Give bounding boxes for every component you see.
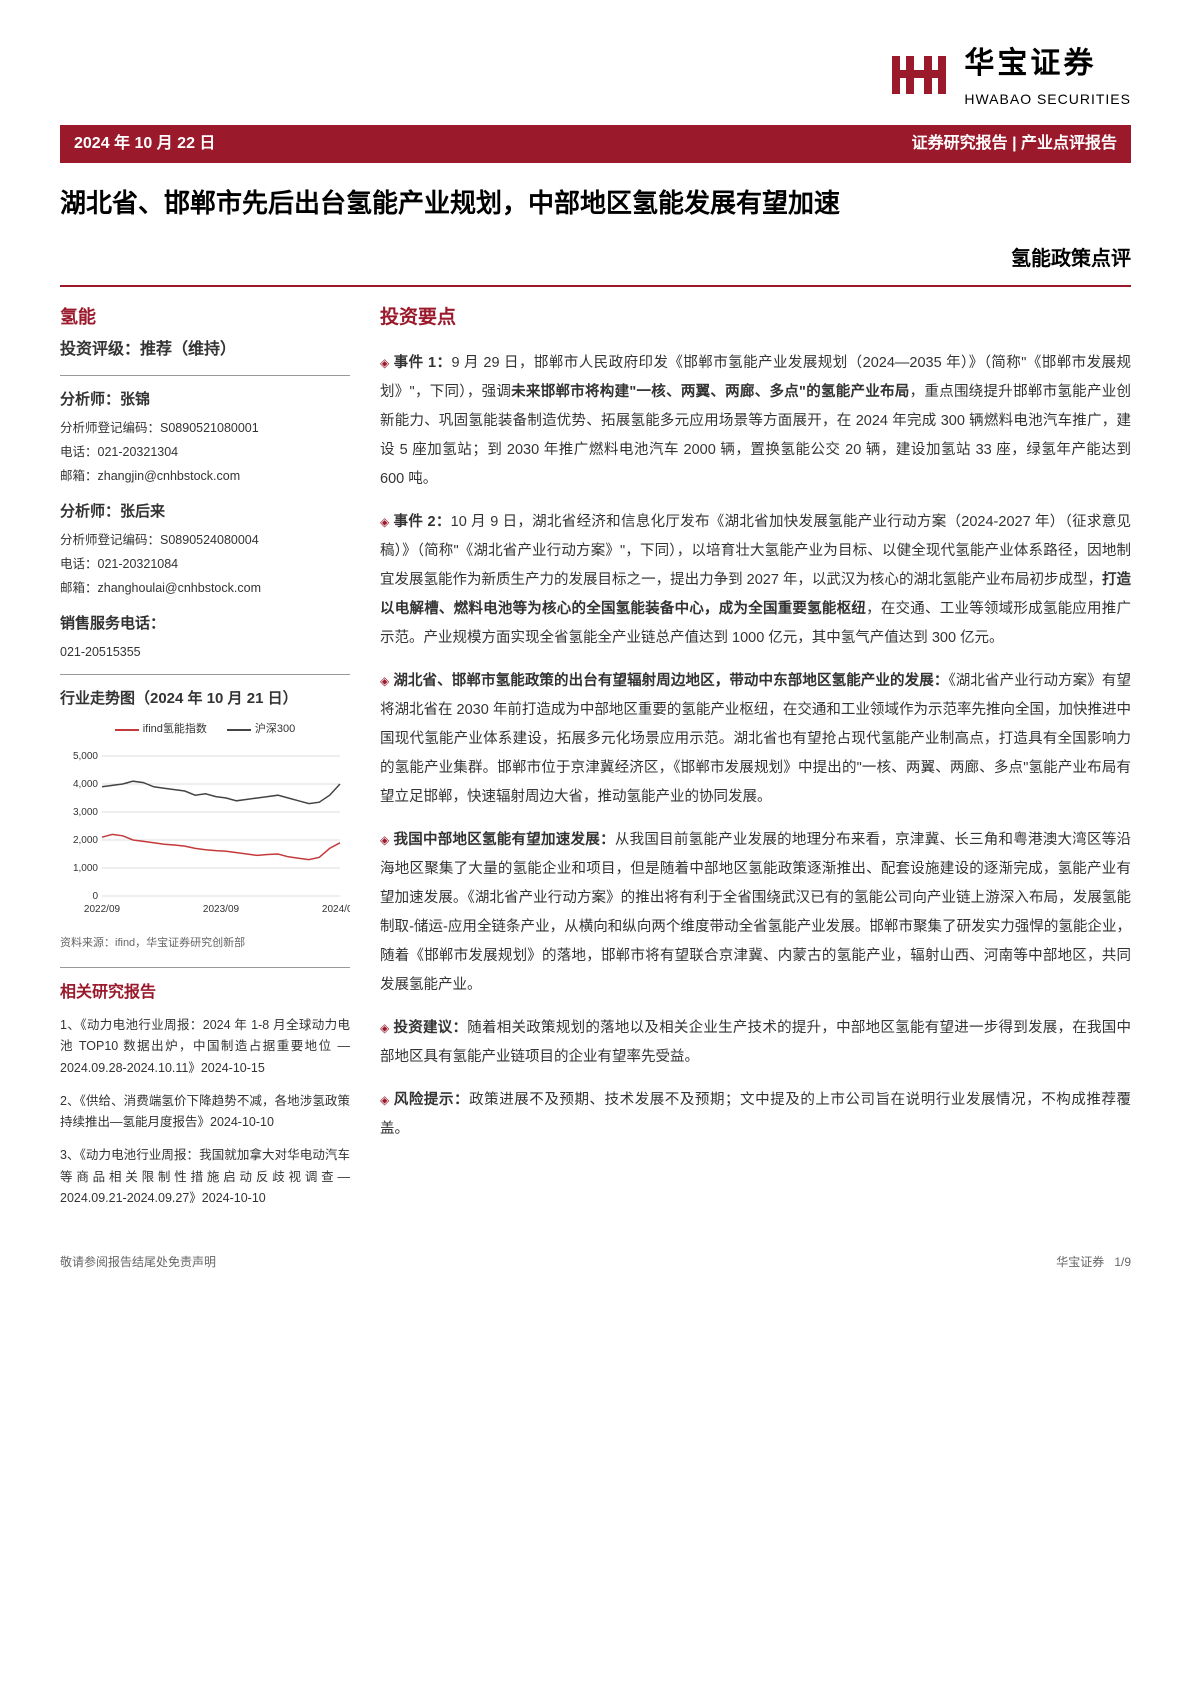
analyst-code: 分析师登记编码：S0890521080001 — [60, 418, 350, 438]
report-date: 2024 年 10 月 22 日 — [74, 131, 215, 157]
analyst-phone: 电话：021-20321084 — [60, 554, 350, 574]
investment-point: 湖北省、邯郸市氢能政策的出台有望辐射周边地区，带动中东部地区氢能产业的发展：《湖… — [380, 667, 1131, 812]
page-subtitle: 氢能政策点评 — [60, 243, 1131, 285]
main-content: 投资要点 事件 1：9 月 29 日，邯郸市人民政府印发《邯郸市氢能产业发展规划… — [380, 303, 1131, 1222]
analyst-block: 分析师：张锦 分析师登记编码：S0890521080001 电话：021-203… — [60, 388, 350, 486]
svg-text:0: 0 — [92, 891, 98, 902]
related-report-item: 3、《动力电池行业周报：我国就加拿大对华电动汽车等商品相关限制性措施启动反歧视调… — [60, 1145, 350, 1209]
analyst-code: 分析师登记编码：S0890524080004 — [60, 530, 350, 550]
chart-source: 资料来源：ifind，华宝证券研究创新部 — [60, 935, 350, 953]
svg-text:3,000: 3,000 — [73, 807, 98, 818]
report-type: 证券研究报告 | 产业点评报告 — [912, 131, 1117, 157]
page-title: 湖北省、邯郸市先后出台氢能产业规划，中部地区氢能发展有望加速 — [60, 183, 1131, 225]
sector-name: 氢能 — [60, 303, 350, 332]
analyst-email: 邮箱：zhanghoulai@cnhbstock.com — [60, 578, 350, 598]
investment-point: 我国中部地区氢能有望加速发展：从我国目前氢能产业发展的地理分布来看，京津冀、长三… — [380, 826, 1131, 1000]
report-header-bar: 2024 年 10 月 22 日 证券研究报告 | 产业点评报告 — [60, 125, 1131, 163]
investment-point: 事件 2：10 月 9 日，湖北省经济和信息化厅发布《湖北省加快发展氢能产业行动… — [380, 508, 1131, 653]
legend-hydrogen: ifind氢能指数 — [143, 721, 207, 739]
investment-highlights-heading: 投资要点 — [380, 303, 1131, 333]
svg-text:2023/09: 2023/09 — [203, 904, 240, 915]
legend-csi300: 沪深300 — [255, 721, 295, 739]
svg-text:1,000: 1,000 — [73, 863, 98, 874]
investment-point: 事件 1：9 月 29 日，邯郸市人民政府印发《邯郸市氢能产业发展规划（2024… — [380, 349, 1131, 494]
analyst-name: 分析师：张后来 — [60, 500, 350, 524]
related-report-item: 2、《供给、消费端氢价下降趋势不减，各地涉氢政策持续推出—氢能月度报告》2024… — [60, 1091, 350, 1134]
footer-disclaimer: 敬请参阅报告结尾处免责声明 — [60, 1253, 216, 1272]
header: 华宝证券 HWABAO SECURITIES — [60, 40, 1131, 110]
logo-icon — [884, 48, 954, 103]
analyst-phone: 电话：021-20321304 — [60, 442, 350, 462]
logo-text-en: HWABAO SECURITIES — [964, 88, 1131, 110]
svg-text:2024/09: 2024/09 — [322, 904, 350, 915]
footer-page: 1/9 — [1114, 1255, 1131, 1269]
chart-title: 行业走势图（2024 年 10 月 21 日） — [60, 687, 350, 711]
svg-text:2,000: 2,000 — [73, 835, 98, 846]
svg-text:4,000: 4,000 — [73, 779, 98, 790]
investment-point: 风险提示：政策进展不及预期、技术发展不及预期；文中提及的上市公司旨在说明行业发展… — [380, 1086, 1131, 1144]
chart-legend: ifind氢能指数 沪深300 — [60, 721, 350, 739]
company-logo: 华宝证券 HWABAO SECURITIES — [884, 40, 1131, 110]
analyst-name: 分析师：张锦 — [60, 388, 350, 412]
sales-phone: 021-20515355 — [60, 642, 350, 662]
logo-text-cn: 华宝证券 — [964, 40, 1131, 88]
related-reports-title: 相关研究报告 — [60, 980, 350, 1006]
sales-service-label: 销售服务电话： — [60, 612, 350, 636]
investment-point: 投资建议：随着相关政策规划的落地以及相关企业生产技术的提升，中部地区氢能有望进一… — [380, 1014, 1131, 1072]
trend-chart: 0 1,000 2,000 3,000 4,000 5,000 2022/09 2023/09… — [60, 743, 350, 923]
analyst-block: 分析师：张后来 分析师登记编码：S0890524080004 电话：021-20… — [60, 500, 350, 598]
page-footer: 敬请参阅报告结尾处免责声明 华宝证券 1/9 — [60, 1245, 1131, 1272]
svg-text:5,000: 5,000 — [73, 751, 98, 762]
related-report-item: 1、《动力电池行业周报：2024 年 1-8 月全球动力电池 TOP10 数据出… — [60, 1015, 350, 1079]
analyst-email: 邮箱：zhangjin@cnhbstock.com — [60, 466, 350, 486]
sidebar: 氢能 投资评级：推荐（维持） 分析师：张锦 分析师登记编码：S089052108… — [60, 303, 350, 1222]
footer-company: 华宝证券 — [1056, 1255, 1104, 1269]
investment-rating: 投资评级：推荐（维持） — [60, 337, 350, 363]
svg-text:2022/09: 2022/09 — [84, 904, 121, 915]
